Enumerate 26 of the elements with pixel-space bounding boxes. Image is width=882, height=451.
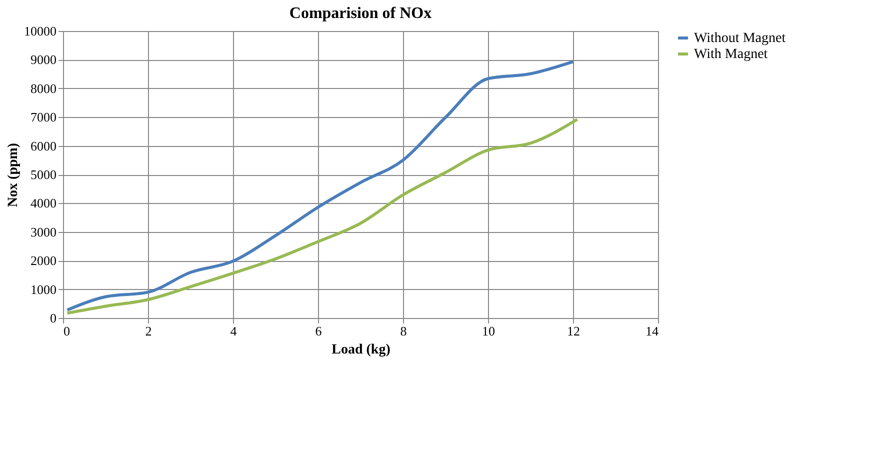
y-tick-label: 2000	[30, 253, 56, 268]
y-tick-label: 10000	[24, 24, 56, 38]
x-tick-label: 6	[315, 324, 322, 338]
y-axis-title: Nox (ppm)	[6, 142, 21, 208]
x-axis-title: Load (kg)	[332, 342, 391, 358]
y-tick-label: 4000	[30, 196, 56, 211]
legend-label: With Magnet	[694, 47, 768, 62]
y-tick-label: 1000	[30, 282, 56, 297]
y-tick-label: 9000	[30, 52, 56, 68]
x-tick-label: 14	[646, 324, 659, 338]
line-series	[66, 60, 574, 312]
x-tick-label: 8	[400, 324, 407, 338]
x-tick-label: 4	[230, 324, 238, 338]
legend-label: Without Magnet	[694, 31, 786, 46]
y-tick-label: 3000	[30, 224, 56, 240]
x-tick-label: 10	[482, 324, 495, 338]
line-series	[66, 118, 579, 315]
chart-title: Comparision of NOx	[289, 5, 432, 22]
y-tick-label: 6000	[30, 138, 56, 154]
x-tick-label: 0	[64, 324, 70, 338]
x-tick-label: 12	[567, 324, 580, 338]
y-tick-label: 8000	[30, 80, 56, 96]
y-tick-label: 0	[50, 310, 56, 326]
y-tick-label: 5000	[30, 167, 56, 182]
x-tick-label: 2	[145, 324, 152, 338]
y-tick-label: 7000	[30, 110, 56, 125]
